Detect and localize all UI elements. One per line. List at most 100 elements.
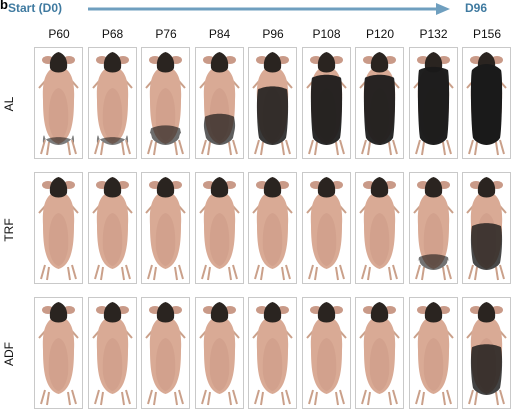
mouse-body-shade [48,88,69,141]
mouse-feet [200,264,238,281]
mouse-image-adf-p132 [408,297,458,409]
mouse-body [149,191,182,269]
column-header: P60 [48,27,70,41]
mouse-head [49,52,68,73]
mouse-feet [307,139,345,156]
mouse-head [103,302,121,323]
mouse-body-shade [155,338,176,391]
mouse-feet [254,264,291,281]
mouse-image-trf-p108 [301,172,351,284]
mouse-head [477,177,496,198]
mouse-head [103,177,121,198]
column-header: P68 [101,27,124,41]
mouse-body [417,191,449,269]
timeline-arrow [88,3,450,15]
column-header: P84 [208,27,231,41]
mouse-image-al-p84 [194,47,244,159]
mouse-head [424,177,442,198]
mouse-image-al-p132 [408,47,458,159]
mouse-feet [307,389,345,406]
mouse-body [42,66,75,144]
mouse-head [103,52,121,73]
mouse-image-adf-p84 [194,297,244,409]
column-header: P108 [312,27,341,41]
mouse-image-trf-p76 [141,172,190,284]
mouse-body-shade [102,338,122,391]
mouse-head [210,177,228,198]
mouse-feet [147,139,184,156]
mouse-body-shade [316,338,336,391]
mouse-body-shade [423,338,443,391]
mouse-body [96,66,128,144]
mouse-feet [468,139,505,156]
mouse-feet [254,139,291,156]
mouse-head [317,302,335,323]
mouse-body [417,316,449,394]
mouse-image-adf-p120 [355,297,404,409]
mouse-feet [414,389,452,406]
mouse-feet [200,139,238,156]
mouse-dark-fur [470,344,503,395]
mouse-body-shade [48,213,69,266]
mouse-image-al-p60 [34,47,83,159]
mouse-image-adf-p76 [141,297,190,409]
mouse-body [149,66,182,144]
mouse-image-trf-p60 [34,172,83,284]
mouse-head [156,177,175,198]
mouse-dark-fur [256,86,289,145]
mouse-body-shade [316,213,336,266]
mouse-body [310,316,342,394]
column-header: P96 [262,27,284,41]
mouse-feet [468,389,505,406]
mouse-body [203,316,235,394]
mouse-body-shade [209,338,229,391]
mouse-feet [307,264,345,281]
mouse-body [96,316,128,394]
row-label-al: AL [2,96,16,112]
mouse-head [370,177,389,198]
mouse-head [263,177,282,198]
mouse-body [256,191,289,269]
mouse-image-trf-p96 [248,172,297,284]
mouse-body-shade [155,213,176,266]
mouse-head [49,302,68,323]
mouse-dark-fur [149,125,182,145]
mouse-body-shade [262,338,283,391]
mouse-feet [361,264,398,281]
mouse-feet [40,139,77,156]
mouse-body [149,316,182,394]
mouse-image-adf-p68 [87,297,137,409]
mouse-body-shade [369,338,390,391]
panel-letter: b [0,0,8,12]
mouse-head [263,52,282,73]
mouse-body-shade [102,88,122,141]
mouse-image-al-p156 [462,47,511,159]
mouse-body [42,191,75,269]
mouse-feet [200,389,238,406]
mouse-body-shade [48,338,69,391]
row-label-adf: ADF [2,342,16,366]
mouse-image-al-p96 [248,47,297,159]
mouse-feet [361,139,398,156]
mouse-image-trf-p156 [462,172,511,284]
mouse-body [96,191,128,269]
mouse-body-shade [423,213,443,266]
mouse-head [477,302,496,323]
mouse-dark-fur [470,64,503,145]
column-header: P156 [472,27,502,41]
mouse-dark-fur [417,66,449,145]
mouse-body [363,316,396,394]
mouse-head [317,177,335,198]
mouse-body-shade [262,213,283,266]
mouse-image-adf-p60 [34,297,83,409]
mouse-image-al-p120 [355,47,404,159]
mouse-feet [468,264,505,281]
mouse-body [203,191,235,269]
mouse-feet [361,389,398,406]
row-label-trf: TRF [2,218,16,242]
mouse-body [363,191,396,269]
mouse-dark-fur [96,135,128,145]
column-header: P76 [155,27,177,41]
mouse-feet [147,389,184,406]
mouse-head [49,177,68,198]
